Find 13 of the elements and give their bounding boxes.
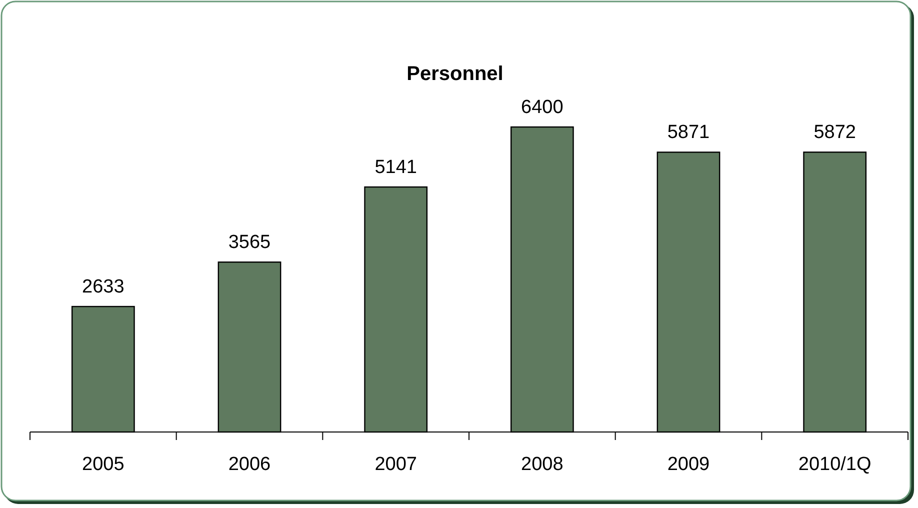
data-label: 6400 [521, 97, 564, 118]
data-label: 5141 [374, 157, 417, 178]
x-tick-label: 2006 [228, 454, 271, 475]
x-tick-label: 2008 [521, 454, 564, 475]
x-tick-label: 2007 [374, 454, 417, 475]
x-tick-label: 2005 [82, 454, 124, 475]
data-label: 5871 [667, 122, 710, 144]
x-tick-label: 2009 [667, 454, 710, 475]
x-tick-label: 2010/1Q [798, 454, 872, 475]
data-label: 2633 [82, 276, 124, 298]
data-label: 5872 [814, 122, 856, 144]
chart-title: Personnel [406, 63, 504, 85]
data-label: 3565 [228, 232, 271, 254]
